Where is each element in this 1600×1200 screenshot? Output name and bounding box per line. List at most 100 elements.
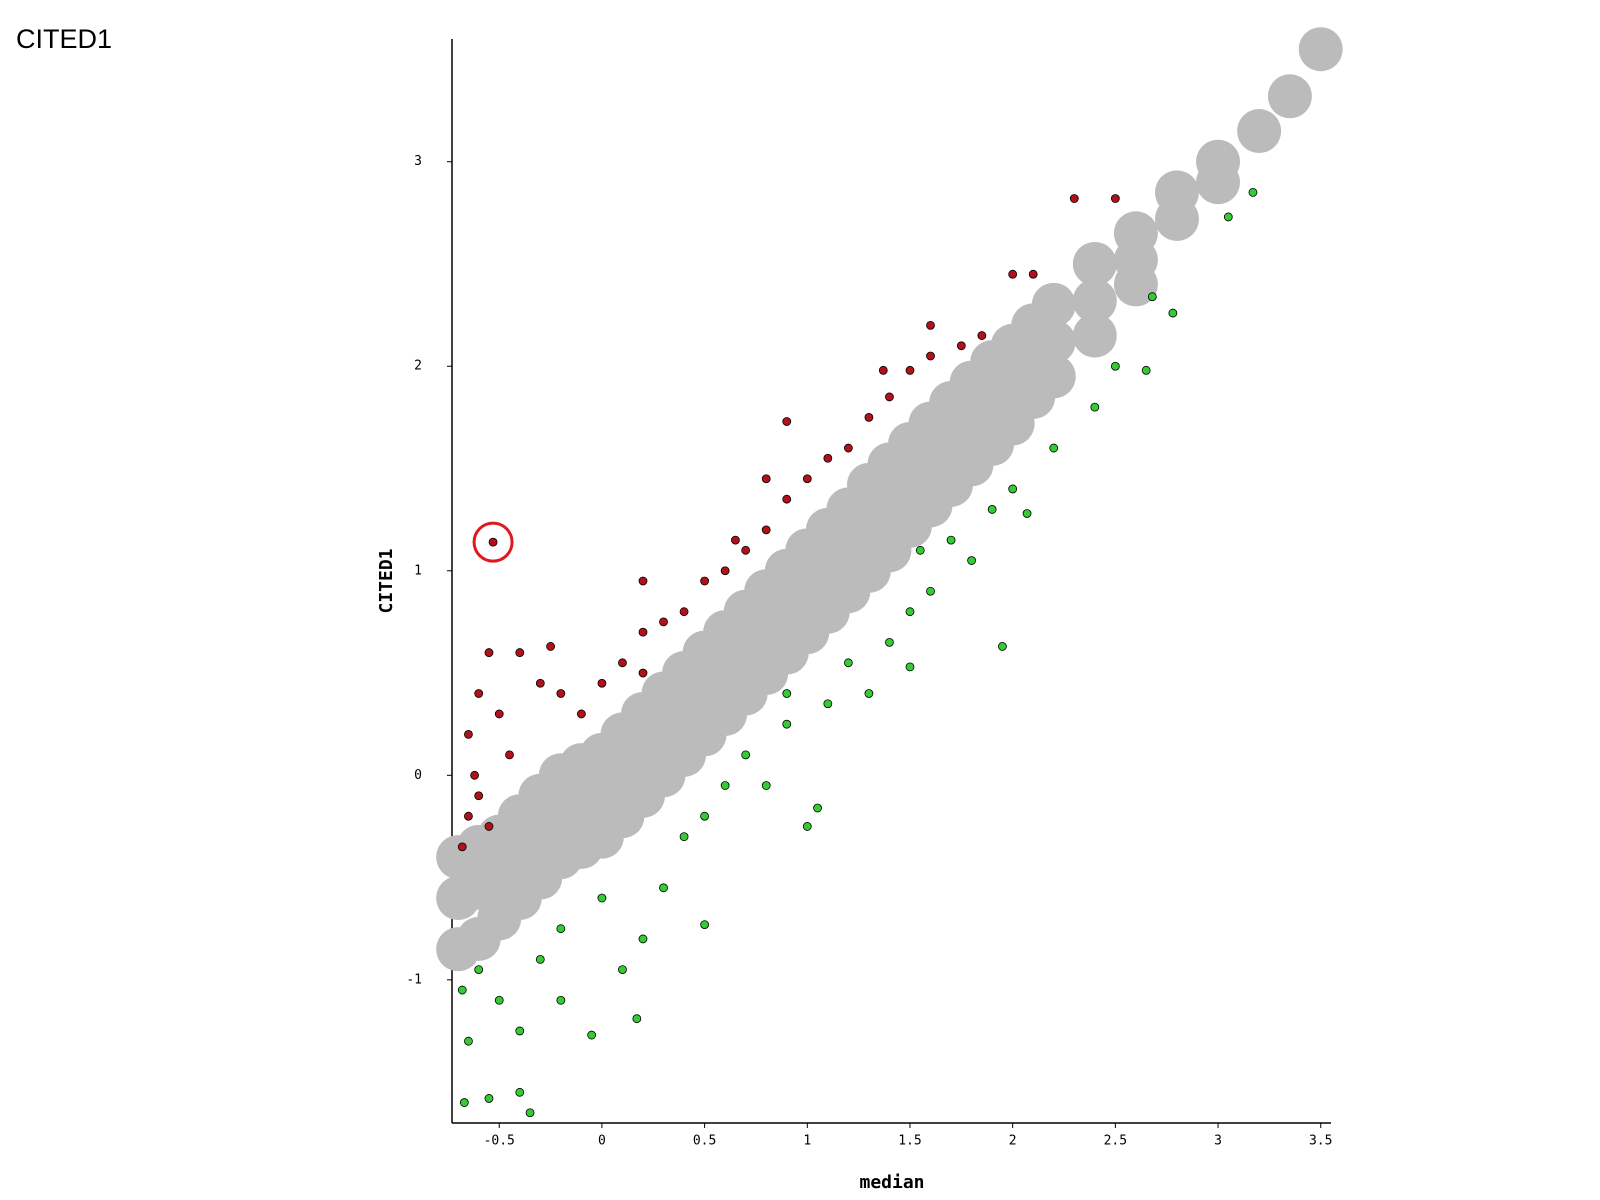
- highlight-point: [926, 586, 935, 596]
- highlight-point: [813, 803, 822, 813]
- highlight-point: [1090, 402, 1100, 412]
- highlight-point: [632, 1014, 642, 1024]
- x-tick-label: 2: [1009, 1134, 1017, 1149]
- highlight-point: [459, 1098, 469, 1107]
- highlight-point: [1248, 187, 1258, 197]
- annotation-circle: [472, 521, 514, 563]
- highlight-point: [802, 474, 812, 484]
- x-tick-label: 3: [1214, 1134, 1222, 1149]
- highlight-point: [741, 750, 751, 760]
- highlight-point: [515, 648, 525, 657]
- highlight-point: [464, 729, 473, 739]
- background-point: [1113, 262, 1158, 307]
- highlight-point: [700, 920, 710, 930]
- highlight-point: [470, 770, 479, 780]
- highlight-point: [1110, 361, 1120, 371]
- highlight-point: [782, 494, 792, 504]
- highlight-point: [946, 535, 956, 545]
- highlight-point: [731, 535, 740, 545]
- background-point: [1267, 74, 1312, 119]
- y-tick-label: 1: [414, 563, 422, 578]
- highlight-point: [494, 709, 504, 719]
- background-point: [1237, 109, 1282, 154]
- highlight-point: [926, 351, 935, 361]
- highlight-point: [457, 985, 467, 995]
- highlight-point: [515, 1026, 525, 1036]
- highlight-point: [1008, 269, 1018, 279]
- y-tick-label: 0: [414, 768, 422, 783]
- y-tick-label: -1: [406, 972, 422, 987]
- x-tick-label: 3.5: [1309, 1134, 1332, 1149]
- highlight-point: [474, 965, 484, 975]
- highlight-point: [864, 689, 874, 698]
- highlight-point: [720, 781, 730, 790]
- highlight-point: [782, 417, 792, 426]
- highlight-point: [535, 954, 545, 964]
- background-point: [1072, 278, 1117, 323]
- highlight-point: [905, 662, 915, 672]
- highlight-point: [1069, 194, 1079, 203]
- x-tick-label: 0.5: [693, 1134, 716, 1149]
- highlight-point: [720, 566, 730, 576]
- highlight-point: [659, 617, 668, 627]
- highlight-point: [905, 607, 915, 617]
- highlight-point: [556, 995, 566, 1005]
- highlight-point: [1147, 292, 1157, 302]
- background-point: [1154, 196, 1199, 241]
- highlight-point: [587, 1030, 597, 1040]
- highlight-point: [956, 341, 966, 351]
- highlight-point: [505, 750, 514, 760]
- highlight-point: [679, 832, 689, 842]
- highlight-point: [905, 365, 915, 375]
- highlight-point: [679, 607, 689, 617]
- highlight-point: [1141, 365, 1151, 375]
- highlight-point: [864, 412, 874, 422]
- x-tick-label: 1.5: [898, 1134, 921, 1149]
- highlight-point: [1028, 269, 1038, 279]
- highlight-point: [1008, 484, 1018, 494]
- highlight-point: [915, 545, 925, 555]
- highlight-point: [457, 842, 467, 852]
- highlight-point: [761, 525, 771, 535]
- highlight-point: [1223, 212, 1233, 222]
- highlight-point: [967, 556, 976, 565]
- highlight-point: [1022, 509, 1032, 518]
- highlight-point: [700, 811, 710, 821]
- highlight-point: [638, 627, 648, 637]
- highlight-point: [977, 331, 987, 340]
- highlight-point: [494, 995, 504, 1005]
- highlight-point: [556, 924, 566, 934]
- highlight-point: [576, 709, 586, 719]
- highlight-point: [474, 791, 484, 801]
- highlight-point: [843, 658, 853, 668]
- highlight-point: [618, 965, 627, 975]
- highlight-point: [926, 320, 935, 330]
- x-tick-label: 2.5: [1104, 1134, 1127, 1149]
- highlight-point: [885, 637, 894, 647]
- highlight-point: [1110, 194, 1120, 203]
- highlight-point: [464, 1036, 473, 1046]
- highlight-point: [802, 822, 812, 831]
- highlight-point: [638, 576, 648, 586]
- highlight-point: [1049, 443, 1059, 453]
- highlight-point: [515, 1087, 525, 1097]
- background-point: [1031, 319, 1076, 364]
- y-axis-label: CITED1: [376, 548, 397, 613]
- highlight-point: [525, 1108, 535, 1118]
- highlight-point: [484, 822, 494, 831]
- background-point: [1196, 160, 1241, 205]
- highlight-point: [659, 883, 668, 893]
- highlight-point: [761, 781, 771, 790]
- highlight-point: [618, 658, 627, 668]
- x-tick-label: 1: [803, 1134, 811, 1149]
- highlight-point: [782, 719, 792, 729]
- highlight-point: [546, 642, 555, 651]
- background-point: [1072, 241, 1117, 286]
- y-tick-label: 3: [414, 154, 422, 169]
- highlight-point: [823, 699, 833, 709]
- background-point: [1072, 313, 1117, 358]
- highlight-point: [484, 1094, 494, 1103]
- background-point: [1298, 27, 1343, 72]
- x-tick-label: 0: [598, 1134, 606, 1149]
